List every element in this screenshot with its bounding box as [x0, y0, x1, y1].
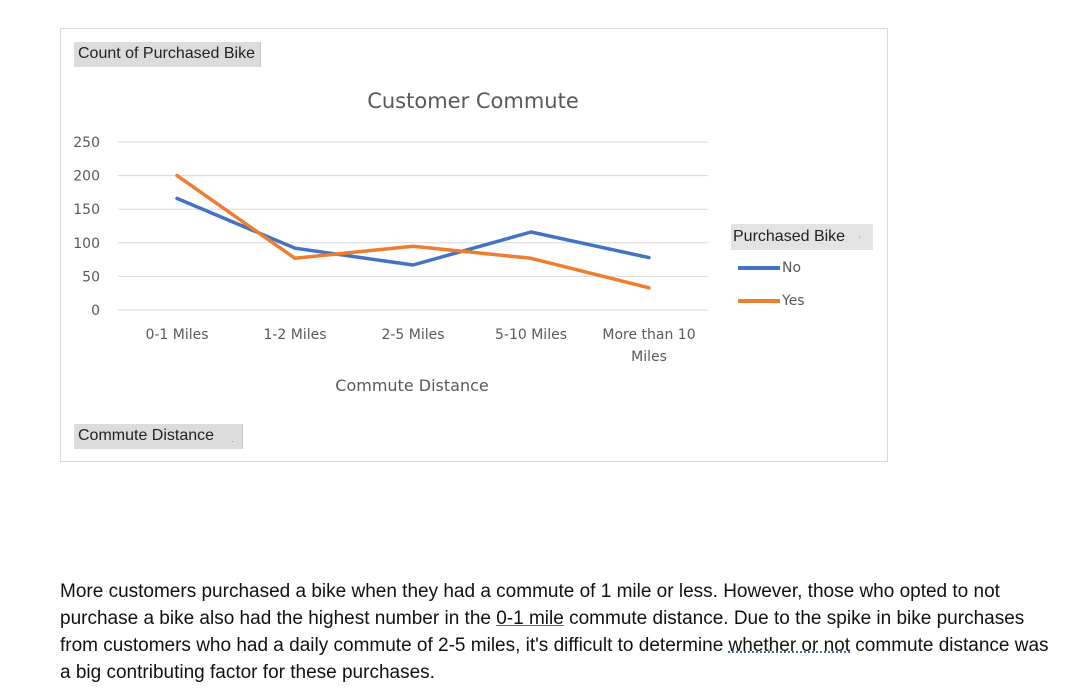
values-field-label: Count of Purchased Bike	[78, 45, 255, 62]
y-axis-ticks: 0 50 100 150 200 250	[73, 135, 100, 319]
legend-field-button[interactable]	[731, 224, 873, 250]
y-tick-label: 0	[91, 303, 100, 319]
x-tick-label: 1-2 Miles	[263, 327, 326, 343]
paragraph-text-1: More customers purchased a bike when the…	[60, 581, 1000, 629]
y-tick-label: 50	[82, 269, 100, 285]
y-tick-label: 250	[73, 135, 100, 151]
axis-field-label: Commute Distance	[78, 427, 215, 444]
paragraph-underlined-1: 0-1 mile	[496, 608, 564, 629]
chevron-down-icon[interactable]: ·	[858, 233, 861, 243]
x-axis-title: Commute Distance	[335, 376, 488, 395]
legend-swatch	[738, 299, 780, 303]
values-field-button[interactable]: Count of Purchased Bike	[74, 42, 261, 67]
axis-field-button[interactable]: Commute Distance ·	[74, 424, 243, 449]
legend-item-yes: Yes	[738, 291, 805, 311]
gridlines	[118, 141, 708, 311]
x-axis-ticks: 0-1 Miles 1-2 Miles 2-5 Miles 5-10 Miles Mor…	[145, 327, 695, 365]
x-tick-label: 5-10 Miles	[495, 327, 567, 343]
paragraph-underlined-2: whether or not	[728, 635, 851, 656]
y-tick-label: 100	[73, 236, 100, 252]
paragraph-text-3: commute distance was a big contributing …	[60, 635, 1049, 683]
x-tick-label: 0-1 Miles	[145, 327, 208, 343]
legend-item-no: No	[738, 258, 801, 278]
series-line-yes	[175, 173, 651, 290]
x-tick-label: More than 10 Miles	[602, 327, 695, 365]
paragraph-text-2: commute distance. Due to the spike in bi…	[60, 608, 1025, 656]
legend-label: Yes	[782, 293, 805, 309]
legend-title: Purchased Bike	[733, 228, 846, 245]
legend-label: No	[782, 260, 802, 276]
x-tick-label: 2-5 Miles	[381, 327, 444, 343]
series-line-no	[175, 196, 651, 267]
y-tick-label: 200	[73, 169, 100, 185]
chart-title: Customer Commute	[367, 89, 579, 113]
analysis-paragraph: More customers purchased a bike when the…	[60, 578, 1060, 686]
legend-swatch	[738, 266, 780, 270]
series-lines	[175, 173, 651, 290]
y-tick-label: 150	[73, 202, 100, 218]
chevron-down-icon[interactable]: ·	[231, 436, 234, 446]
